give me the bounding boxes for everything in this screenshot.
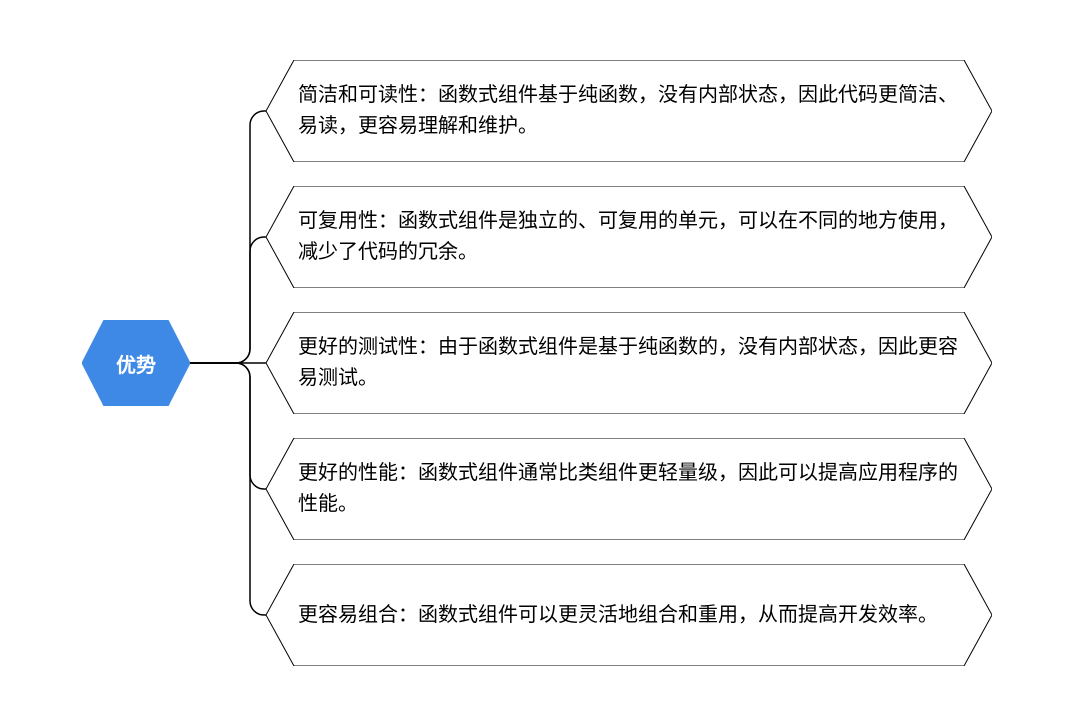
- child-node-4: 更容易组合：函数式组件可以更灵活地组合和重用，从而提高开发效率。: [266, 564, 992, 666]
- connector-4: [190, 363, 266, 615]
- root-node: 优势: [82, 320, 190, 406]
- connector-1: [190, 237, 266, 363]
- child-node-2: 更好的测试性：由于函数式组件是基于纯函数的，没有内部状态，因此更容易测试。: [266, 312, 992, 414]
- connector-3: [190, 363, 266, 489]
- child-node-0: 简洁和可读性：函数式组件基于纯函数，没有内部状态，因此代码更简洁、易读，更容易理…: [266, 60, 992, 162]
- child-node-1: 可复用性：函数式组件是独立的、可复用的单元，可以在不同的地方使用，减少了代码的冗…: [266, 186, 992, 288]
- mindmap-canvas: 简洁和可读性：函数式组件基于纯函数，没有内部状态，因此代码更简洁、易读，更容易理…: [0, 0, 1071, 724]
- child-node-3: 更好的性能：函数式组件通常比类组件更轻量级，因此可以提高应用程序的性能。: [266, 438, 992, 540]
- connector-0: [190, 111, 266, 363]
